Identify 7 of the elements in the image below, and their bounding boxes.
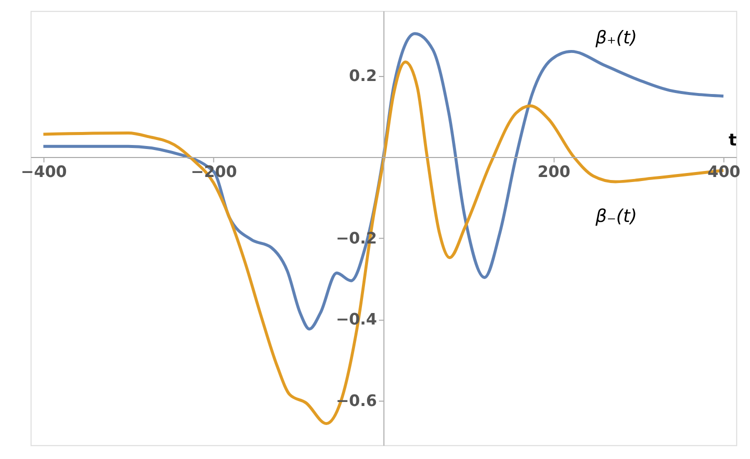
x-tick-label: 200 — [537, 162, 570, 182]
x-tick-label: 400 — [707, 162, 740, 182]
series-label: β₊(t) — [594, 28, 637, 49]
y-tick-label: 0.2 — [349, 66, 377, 86]
x-axis-title: t — [728, 130, 737, 150]
x-tick-label: −400 — [20, 162, 67, 182]
series-label: β₋(t) — [594, 207, 637, 228]
